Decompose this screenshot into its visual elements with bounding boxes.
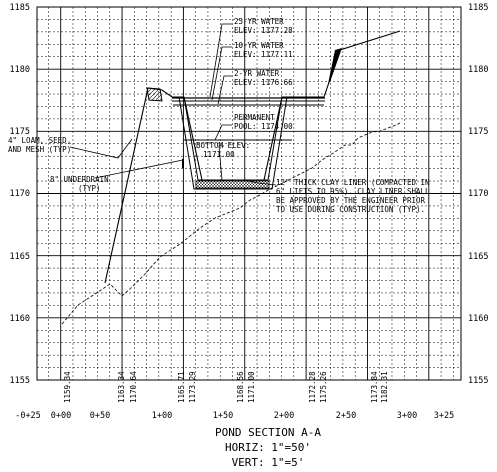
station-labels: -0+25 0+00 0+50 1+00 1+50 2+00 2+50 3+00 3+25 — [15, 411, 454, 421]
elevation-tick-left: 1155 — [10, 376, 30, 386]
clay-liner-bottom — [195, 180, 270, 189]
underdrain-label-1: 8" UNDERDRAIN — [50, 175, 109, 184]
bottom-elev-label: BOTTOM ELEV: — [196, 141, 250, 150]
elevation-labels-right: 1185 1180 1175 1170 1165 1160 1155 — [468, 3, 488, 386]
grade-value: 1170.64 — [129, 371, 138, 403]
grid — [37, 7, 461, 380]
station-tick: -0+25 — [15, 411, 41, 421]
water-10yr-label: 10-YR WATER — [234, 41, 284, 50]
water-25yr-label: 25-YR WATER — [234, 17, 284, 26]
title-line-2: HORIZ: 1"=50' — [225, 441, 311, 454]
grade-value: 1173.29 — [188, 371, 197, 403]
clay-liner-line-1: 12" THICK CLAY LINER (COMPACTED IN — [276, 178, 430, 187]
grade-value: 1172.28 — [308, 371, 317, 403]
water-10yr-elev: ELEV: 1177.11 — [234, 50, 293, 59]
elevation-tick-left: 1160 — [10, 314, 30, 324]
grade-value: 1165.71 — [177, 371, 186, 403]
water-2yr-elev: ELEV: 1176.66 — [234, 78, 293, 87]
clay-liner-line-2: 6" LIFTS TO 95%). CLAY LINER SHALL — [276, 187, 430, 196]
permanent-pool-elev: POOL: 1174.00 — [234, 122, 293, 131]
station-tick: 2+50 — [336, 411, 356, 421]
elevation-tick-right: 1160 — [468, 314, 488, 324]
title-block: POND SECTION A-A HORIZ: 1"=50' VERT: 1"=… — [215, 426, 321, 469]
grade-value: 1171.00 — [247, 371, 256, 403]
loam-label-2: AND MESH (TYP) — [8, 145, 71, 154]
loam-label-1: 4" LOAM, SEED, — [8, 136, 71, 145]
grade-value: 1175.26 — [319, 371, 328, 403]
station-tick: 1+50 — [213, 411, 233, 421]
grade-value: 1159.34 — [63, 371, 72, 403]
loam-berm — [146, 87, 163, 102]
title-line-3: VERT: 1"=5' — [232, 456, 305, 469]
elevation-tick-right: 1175 — [468, 127, 488, 137]
existing-ground-profile — [61, 121, 403, 325]
clay-liner — [178, 96, 288, 190]
grade-value: 1173.84 — [370, 371, 379, 403]
station-tick: 1+00 — [152, 411, 172, 421]
station-tick: 3+00 — [397, 411, 417, 421]
elevation-tick-left: 1185 — [10, 3, 30, 13]
water-25yr-elev: ELEV: 1177.28 — [234, 26, 293, 35]
station-tick: 2+00 — [274, 411, 294, 421]
elevation-tick-right: 1185 — [468, 3, 488, 13]
bottom-elev-value: 1171.00 — [203, 150, 235, 159]
grade-value-labels: 1159.34 1163.34 1170.64 1165.71 1173.29 1168.… — [63, 371, 389, 403]
grade-value: 1163.34 — [117, 371, 126, 403]
water-2yr-label: 2-YR WATER — [234, 69, 280, 78]
elevation-tick-left: 1170 — [10, 189, 30, 199]
station-tick: 0+50 — [90, 411, 110, 421]
grade-value: 1182.31 — [380, 371, 389, 403]
right-berm — [328, 48, 342, 84]
title-line-1: POND SECTION A-A — [215, 426, 321, 439]
grade-value: 1168.56 — [236, 371, 245, 403]
elevation-tick-right: 1165 — [468, 252, 488, 262]
underdrain-label-2: (TYP) — [78, 184, 101, 193]
elevation-tick-right: 1155 — [468, 376, 488, 386]
elevation-labels-left: 1185 1180 1175 1170 1165 1160 1155 — [10, 3, 30, 386]
clay-liner-line-3: BE APPROVED BY THE ENGINEER PRIOR — [276, 196, 425, 205]
elevation-tick-right: 1170 — [468, 189, 488, 199]
elevation-tick-right: 1180 — [468, 65, 488, 75]
plot-frame — [36, 6, 462, 381]
callouts: 25-YR WATER ELEV: 1177.28 10-YR WATER EL… — [8, 17, 430, 214]
elevation-tick-left: 1165 — [10, 252, 30, 262]
elevation-tick-left: 1175 — [10, 127, 30, 137]
station-tick: 0+00 — [51, 411, 71, 421]
station-tick: 3+25 — [434, 411, 454, 421]
clay-liner-line-4: TO USE DURING CONSTRUCTION (TYP). — [276, 205, 425, 214]
permanent-pool-label: PERMANENT — [234, 113, 275, 122]
elevation-tick-left: 1180 — [10, 65, 30, 75]
